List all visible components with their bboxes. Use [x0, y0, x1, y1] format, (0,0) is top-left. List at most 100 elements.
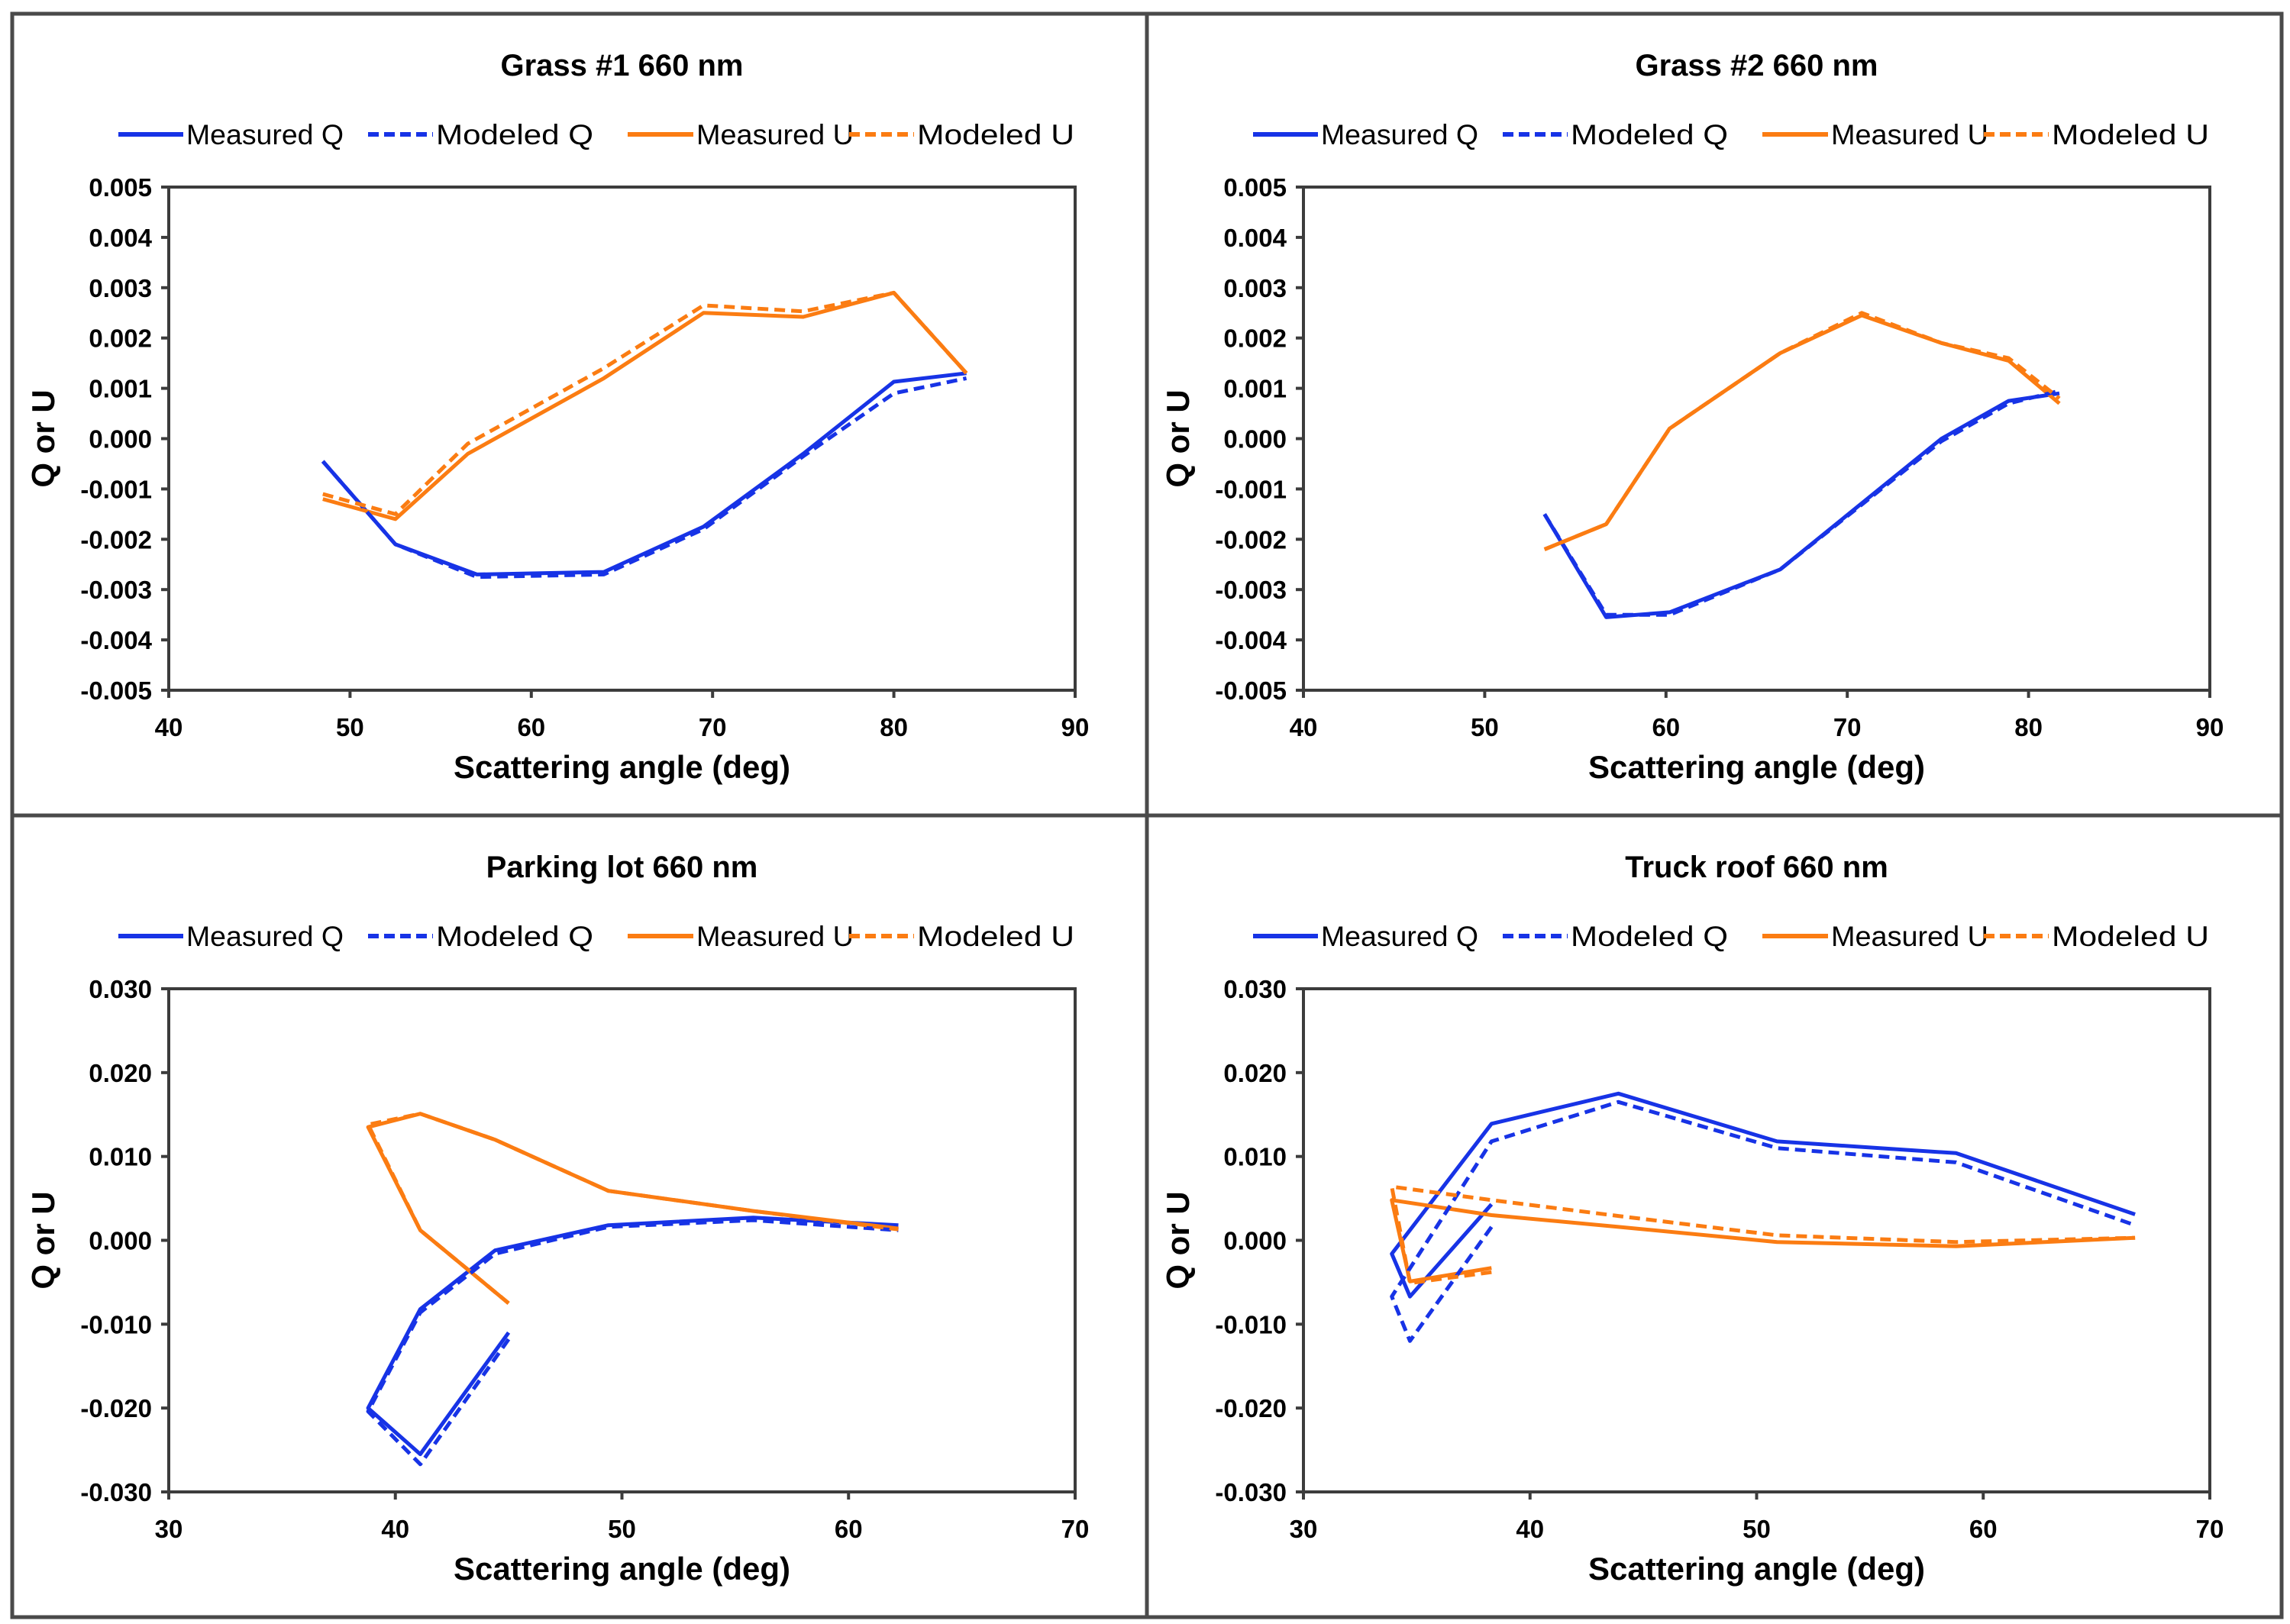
- y-tick-label: -0.005: [1215, 676, 1287, 705]
- legend-label: Modeled Q: [436, 119, 593, 150]
- y-tick-label: 0.030: [1223, 975, 1287, 1003]
- y-tick-label: -0.003: [80, 576, 152, 604]
- x-tick-label: 50: [1471, 713, 1499, 741]
- y-tick-label: 0.000: [1223, 425, 1287, 454]
- x-tick-label: 30: [1290, 1515, 1318, 1543]
- x-tick-label: 30: [155, 1515, 183, 1543]
- x-tick-label: 60: [517, 713, 545, 741]
- panel-border: [10, 11, 1149, 818]
- y-axis-label: Q or U: [25, 1191, 61, 1289]
- y-tick-label: 0.010: [1223, 1143, 1287, 1171]
- x-tick-label: 70: [1833, 713, 1862, 741]
- series-measured-u: [1390, 1198, 2136, 1283]
- y-tick-label: 0.003: [89, 274, 152, 302]
- panel-border: [1145, 11, 2284, 818]
- y-tick-label: 0.005: [1223, 173, 1287, 202]
- series-measured-q: [1390, 1091, 2136, 1299]
- x-tick-label: 50: [608, 1515, 636, 1543]
- chart-title: Grass #2 660 nm: [1636, 49, 1878, 82]
- y-tick-label: 0.020: [89, 1059, 152, 1087]
- legend-label: Measured U: [1831, 119, 1988, 150]
- y-tick-label: 0.004: [89, 224, 152, 252]
- y-axis-label: Q or U: [1160, 1191, 1196, 1289]
- chart-title: Truck roof 660 nm: [1625, 851, 1888, 884]
- x-tick-label: 50: [1743, 1515, 1771, 1543]
- y-tick-label: 0.000: [89, 1227, 152, 1255]
- x-tick-label: 40: [1516, 1515, 1544, 1543]
- x-tick-label: 80: [2014, 713, 2043, 741]
- chart-panel: Parking lot 660 nm Measured Q Modeled Q Mea…: [10, 813, 1149, 1619]
- series-modeled-u: [1543, 311, 2061, 551]
- y-tick-label: -0.020: [80, 1394, 152, 1422]
- x-tick-label: 40: [155, 713, 183, 741]
- y-axis-label: Q or U: [25, 389, 61, 487]
- legend-label: Modeled U: [917, 119, 1074, 150]
- series-modeled-q: [321, 376, 967, 580]
- x-tick-label: 50: [336, 713, 364, 741]
- y-tick-label: 0.002: [1223, 324, 1287, 353]
- legend-label: Modeled Q: [1571, 119, 1728, 150]
- x-tick-label: 40: [381, 1515, 409, 1543]
- y-tick-label: -0.001: [1215, 475, 1287, 503]
- series-modeled-u: [1390, 1184, 2136, 1285]
- legend-label: Modeled Q: [436, 921, 593, 952]
- legend-label: Measured U: [696, 119, 854, 150]
- y-tick-label: 0.004: [1223, 224, 1287, 252]
- y-tick-label: 0.001: [89, 375, 152, 403]
- x-tick-label: 70: [699, 713, 727, 741]
- x-axis-label: Scattering angle (deg): [454, 1551, 790, 1587]
- series-measured-q: [366, 1216, 899, 1457]
- y-tick-label: -0.001: [80, 475, 152, 503]
- x-tick-label: 60: [1652, 713, 1680, 741]
- chart-panel: Truck roof 660 nm Measured Q Modeled Q Meas…: [1145, 813, 2284, 1619]
- series-modeled-q: [1390, 1099, 2136, 1343]
- y-tick-label: -0.010: [80, 1310, 152, 1338]
- chart-title: Grass #1 660 nm: [501, 49, 744, 82]
- panel-border: [10, 813, 1149, 1619]
- legend-label: Measured Q: [1321, 119, 1478, 150]
- series-measured-q: [1542, 391, 2060, 619]
- x-axis-label: Scattering angle (deg): [1588, 1551, 1925, 1587]
- y-tick-label: 0.000: [1223, 1227, 1287, 1255]
- y-tick-label: -0.030: [1215, 1478, 1287, 1506]
- series-modeled-q: [366, 1218, 899, 1467]
- legend-label: Measured Q: [186, 119, 344, 150]
- series-modeled-u: [322, 290, 968, 516]
- x-tick-label: 70: [1061, 1515, 1090, 1543]
- legend-label: Measured U: [696, 921, 854, 952]
- x-tick-label: 70: [2196, 1515, 2224, 1543]
- y-tick-label: -0.003: [1215, 576, 1287, 604]
- y-tick-label: -0.005: [80, 676, 152, 705]
- legend-label: Modeled U: [917, 921, 1074, 952]
- y-axis-label: Q or U: [1160, 389, 1196, 487]
- x-tick-label: 40: [1290, 713, 1318, 741]
- chart-panel: Grass #1 660 nm Measured Q Modeled Q Measur…: [10, 11, 1149, 818]
- y-tick-label: -0.002: [80, 525, 152, 554]
- x-axis-label: Scattering angle (deg): [1588, 749, 1925, 785]
- y-tick-label: 0.002: [89, 324, 152, 353]
- chart-title: Parking lot 660 nm: [486, 851, 758, 884]
- y-tick-label: 0.003: [1223, 274, 1287, 302]
- y-tick-label: 0.000: [89, 425, 152, 454]
- legend-label: Measured Q: [186, 921, 344, 952]
- legend-label: Measured Q: [1321, 921, 1478, 952]
- panel-border: [1145, 813, 2284, 1619]
- x-tick-label: 90: [2196, 713, 2224, 741]
- series-modeled-u: [366, 1112, 899, 1305]
- y-tick-label: -0.030: [80, 1478, 152, 1506]
- y-tick-label: -0.020: [1215, 1394, 1287, 1422]
- chart-panel: Grass #2 660 nm Measured Q Modeled Q Measur…: [1145, 11, 2284, 818]
- legend-label: Measured U: [1831, 921, 1988, 952]
- y-tick-label: 0.005: [89, 173, 152, 202]
- y-tick-label: -0.004: [80, 626, 152, 654]
- y-tick-label: -0.010: [1215, 1310, 1287, 1338]
- legend-label: Modeled Q: [1571, 921, 1728, 952]
- y-tick-label: -0.002: [1215, 525, 1287, 554]
- y-tick-label: 0.020: [1223, 1059, 1287, 1087]
- y-tick-label: 0.001: [1223, 375, 1287, 403]
- x-tick-label: 60: [1969, 1515, 1998, 1543]
- y-tick-label: 0.030: [89, 975, 152, 1003]
- legend-label: Modeled U: [2052, 921, 2209, 952]
- x-tick-label: 60: [835, 1515, 863, 1543]
